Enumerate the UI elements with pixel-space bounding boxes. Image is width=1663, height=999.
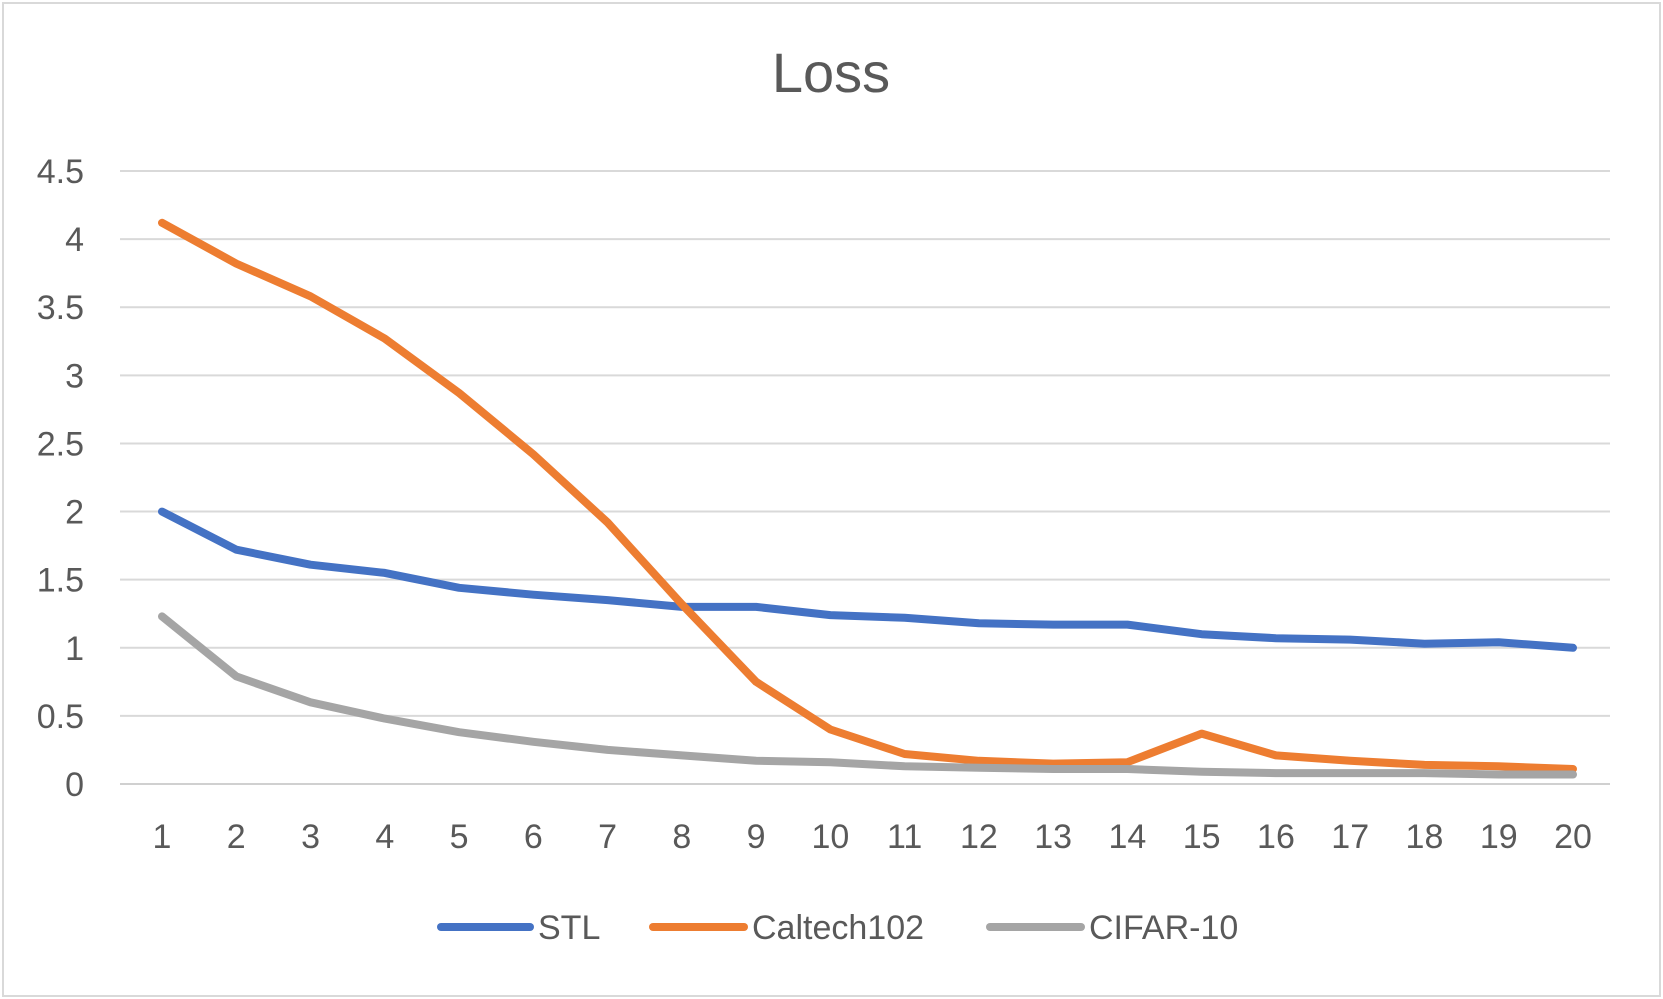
- x-tick-label: 7: [598, 818, 617, 856]
- y-tick-label: 2: [65, 494, 84, 532]
- legend-label-cifar-10: CIFAR-10: [1089, 909, 1238, 947]
- x-tick-label: 20: [1554, 818, 1592, 856]
- x-tick-label: 11: [887, 818, 922, 856]
- x-tick-label: 4: [375, 818, 394, 856]
- legend-label-caltech102: Caltech102: [752, 909, 924, 947]
- legend-label-stl: STL: [538, 909, 600, 947]
- x-tick-label: 14: [1109, 818, 1147, 856]
- y-tick-label: 1.5: [37, 562, 84, 600]
- series-line-cifar-10: [158, 612, 1577, 779]
- series-line-caltech102: [158, 218, 1577, 773]
- legend: STL Caltech102 CIFAR-10: [437, 909, 1238, 947]
- x-tick-label: 2: [227, 818, 246, 856]
- y-tick-label: 1: [65, 630, 84, 668]
- x-axis-ticks: 1 2 3 4 5 6 7 8 9 10 11 12 13 14 15 16 17 18 19 20: [153, 818, 1592, 856]
- y-tick-label: 0.5: [37, 698, 84, 736]
- y-tick-label: 4.5: [37, 153, 84, 191]
- chart-title: Loss: [772, 41, 890, 104]
- y-tick-label: 3.5: [37, 289, 84, 327]
- x-tick-label: 9: [747, 818, 766, 856]
- x-tick-label: 12: [960, 818, 998, 856]
- y-tick-label: 0: [65, 766, 84, 804]
- gridlines: [120, 170, 1610, 785]
- x-tick-label: 5: [450, 818, 469, 856]
- x-tick-label: 10: [811, 818, 849, 856]
- series-lines: [158, 218, 1577, 779]
- x-tick-label: 15: [1183, 818, 1221, 856]
- x-tick-label: 1: [153, 818, 172, 856]
- y-tick-label: 4: [65, 221, 84, 259]
- x-tick-label: 13: [1034, 818, 1072, 856]
- y-tick-label: 2.5: [37, 425, 84, 463]
- y-axis-ticks: 0 0.5 1 1.5 2 2.5 3 3.5 4 4.5: [37, 153, 84, 804]
- y-tick-label: 3: [65, 357, 84, 395]
- x-tick-label: 3: [301, 818, 320, 856]
- x-tick-label: 17: [1331, 818, 1369, 856]
- x-tick-label: 19: [1480, 818, 1518, 856]
- x-tick-label: 18: [1406, 818, 1444, 856]
- x-tick-label: 8: [672, 818, 691, 856]
- x-tick-label: 16: [1257, 818, 1295, 856]
- x-tick-label: 6: [524, 818, 543, 856]
- series-line-stl: [158, 507, 1577, 652]
